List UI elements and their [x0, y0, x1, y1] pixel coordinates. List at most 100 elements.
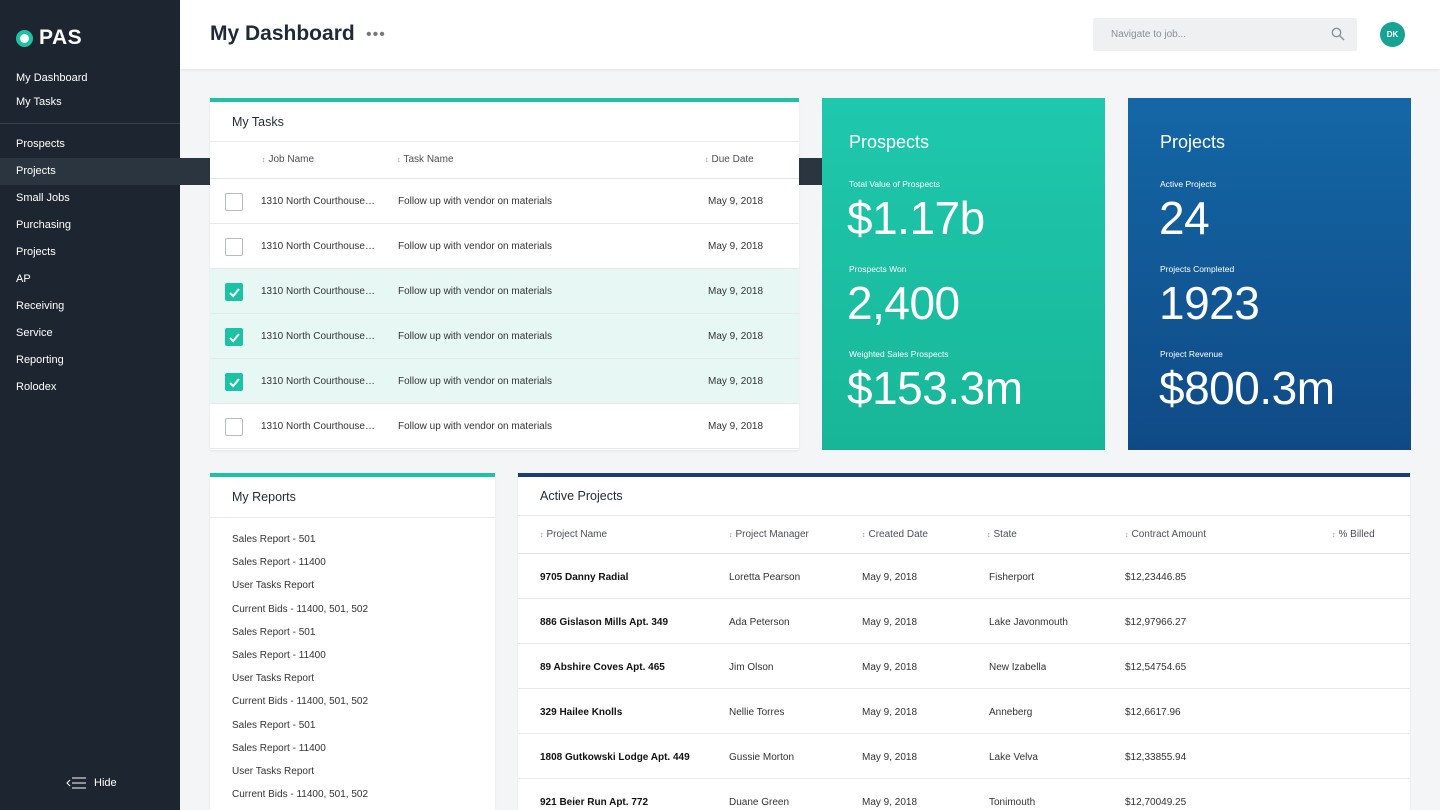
table-row[interactable]: 1808 Gutkowski Lodge Apt. 449 Gussie Mort…: [518, 734, 1410, 779]
table-row[interactable]: 921 Beier Run Apt. 772 Duane Green May 9, …: [518, 779, 1410, 810]
report-link[interactable]: Sales Report - 501: [232, 534, 316, 545]
user-avatar[interactable]: DK: [1380, 22, 1405, 47]
report-link[interactable]: Current Bids - 11400, 501, 502: [232, 603, 369, 615]
report-link[interactable]: Sales Report - 11400: [232, 742, 326, 754]
sidebar-item-prospects[interactable]: Prospects: [16, 138, 65, 150]
stat-value: 1923: [1159, 277, 1260, 329]
table-row[interactable]: 89 Abshire Coves Apt. 465 Jim Olson May 9,…: [518, 644, 1410, 689]
sidebar-item-my-tasks[interactable]: My Tasks: [16, 96, 62, 108]
report-link[interactable]: Current Bids - 11400, 501, 502: [232, 696, 369, 708]
report-link[interactable]: User Tasks Report: [232, 765, 315, 777]
project-created-date: May 9, 2018: [862, 617, 918, 628]
sidebar-item-service[interactable]: Service: [16, 327, 53, 339]
project-manager: Ada Peterson: [729, 617, 790, 628]
project-contract-amount: $12,6617.96: [1125, 707, 1181, 718]
task-checkbox[interactable]: [225, 373, 243, 391]
report-link[interactable]: User Tasks Report: [232, 673, 315, 685]
sidebar-item-receiving[interactable]: Receiving: [16, 300, 65, 312]
report-link[interactable]: User Tasks Report: [232, 580, 315, 592]
task-name: Follow up with vendor on materials: [398, 331, 552, 342]
project-manager: Loretta Pearson: [729, 572, 801, 583]
project-name[interactable]: 921 Beier Run Apt. 772: [540, 797, 649, 808]
table-row[interactable]: 1310 North Courthouse… Follow up with ven…: [210, 224, 799, 269]
search-input[interactable]: [1093, 18, 1313, 51]
table-row[interactable]: 329 Hailee Knolls Nellie Torres May 9, 201…: [518, 689, 1410, 734]
table-row[interactable]: 1310 North Courthouse… Follow up with ven…: [210, 269, 799, 314]
column-header-created-date[interactable]: Created Date: [862, 529, 928, 540]
app-logo[interactable]: PAS: [16, 26, 82, 50]
stat-value: 2,400: [847, 277, 960, 329]
task-job-name: 1310 North Courthouse…: [261, 241, 375, 252]
column-header-task-name[interactable]: Task Name: [397, 154, 454, 165]
project-name[interactable]: 89 Abshire Coves Apt. 465: [540, 662, 665, 673]
table-row[interactable]: 9705 Danny Radial Loretta Pearson May 9, 2…: [518, 554, 1410, 599]
sidebar-item-my-dashboard[interactable]: My Dashboard: [16, 72, 88, 84]
stat-label: Project Revenue: [1160, 349, 1223, 359]
my-reports-title: My Reports: [210, 477, 495, 518]
report-link[interactable]: Sales Report - 501: [232, 719, 316, 731]
column-header-percent-billed[interactable]: % Billed: [1332, 529, 1375, 540]
task-checkbox[interactable]: [225, 328, 243, 346]
report-link[interactable]: Sales Report - 11400: [232, 649, 326, 661]
sidebar-item-rolodex[interactable]: Rolodex: [16, 381, 57, 393]
project-state: Anneberg: [989, 707, 1033, 718]
sidebar-item-ap[interactable]: AP: [16, 273, 31, 285]
task-job-name: 1310 North Courthouse…: [261, 331, 375, 342]
hide-sidebar-button[interactable]: Hide: [66, 777, 117, 789]
projects-summary-card[interactable]: Projects Active Projects 24 Projects Com…: [1128, 98, 1411, 450]
report-link[interactable]: Current Bids - 11400, 501, 502: [232, 789, 369, 801]
column-header-contract-amount[interactable]: Contract Amount: [1125, 529, 1206, 540]
report-link[interactable]: Sales Report - 501: [232, 626, 316, 638]
task-due-date: May 9, 2018: [708, 421, 764, 432]
column-header-due-date[interactable]: Due Date: [705, 154, 754, 165]
project-name[interactable]: 329 Hailee Knolls: [540, 707, 623, 718]
checkmark-icon: [229, 378, 240, 388]
project-state: Fisherport: [989, 572, 1035, 583]
task-name: Follow up with vendor on materials: [398, 196, 552, 207]
project-state: Lake Javonmouth: [989, 617, 1068, 628]
sidebar-item-purchasing[interactable]: Purchasing: [16, 219, 72, 231]
sidebar-top-nav: My Dashboard My Tasks: [0, 66, 180, 114]
tasks-table-header: Job Name Task Name Due Date: [210, 142, 799, 179]
logo-mark-icon: [16, 29, 33, 47]
column-header-project-manager[interactable]: Project Manager: [729, 529, 809, 540]
table-row[interactable]: 1310 North Courthouse… Follow up with ven…: [210, 179, 799, 224]
search-icon[interactable]: [1331, 27, 1345, 41]
task-due-date: May 9, 2018: [708, 331, 764, 342]
column-header-project-name[interactable]: Project Name: [540, 529, 608, 540]
project-state: Lake Velva: [989, 752, 1038, 763]
task-checkbox[interactable]: [225, 418, 243, 436]
table-row[interactable]: 886 Gislason Mills Apt. 349 Ada Peterson M…: [518, 599, 1410, 644]
sidebar-item-reporting[interactable]: Reporting: [16, 354, 64, 366]
prospects-summary-card[interactable]: Prospects Total Value of Prospects $1.17…: [822, 98, 1105, 450]
job-search: [1093, 18, 1357, 51]
projects-table-body: 9705 Danny Radial Loretta Pearson May 9, 2…: [518, 554, 1410, 810]
task-job-name: 1310 North Courthouse…: [261, 376, 375, 387]
column-header-job-name[interactable]: Job Name: [262, 154, 315, 165]
column-header-state[interactable]: State: [987, 529, 1017, 540]
task-checkbox[interactable]: [225, 238, 243, 256]
project-name[interactable]: 886 Gislason Mills Apt. 349: [540, 617, 669, 628]
more-options-icon[interactable]: •••: [366, 26, 386, 43]
project-name[interactable]: 1808 Gutkowski Lodge Apt. 449: [540, 752, 690, 763]
report-link[interactable]: Sales Report - 11400: [232, 557, 326, 569]
table-row[interactable]: 1310 North Courthouse… Follow up with ven…: [210, 359, 799, 404]
project-contract-amount: $12,33855.94: [1125, 752, 1187, 763]
my-reports-card: My Reports Sales Report - 501 Sales Repor…: [210, 473, 495, 810]
sidebar-item-small-jobs[interactable]: Small Jobs: [16, 192, 70, 204]
sidebar-item-projects-2[interactable]: Projects: [16, 246, 56, 258]
table-row[interactable]: 1310 North Courthouse… Follow up with ven…: [210, 314, 799, 359]
stat-label: Projects Completed: [1160, 264, 1235, 274]
project-created-date: May 9, 2018: [862, 752, 918, 763]
project-manager: Gussie Morton: [729, 752, 795, 763]
project-name[interactable]: 9705 Danny Radial: [540, 572, 629, 583]
project-created-date: May 9, 2018: [862, 662, 918, 673]
sidebar-main-nav: Prospects Projects Small Jobs Purchasing…: [0, 131, 892, 401]
project-contract-amount: $12,97966.27: [1125, 617, 1187, 628]
project-created-date: May 9, 2018: [862, 707, 918, 718]
stat-value: $153.3m: [847, 362, 1023, 414]
task-due-date: May 9, 2018: [708, 286, 764, 297]
table-row[interactable]: 1310 North Courthouse… Follow up with ven…: [210, 404, 799, 449]
task-checkbox[interactable]: [225, 193, 243, 211]
task-checkbox[interactable]: [225, 283, 243, 301]
